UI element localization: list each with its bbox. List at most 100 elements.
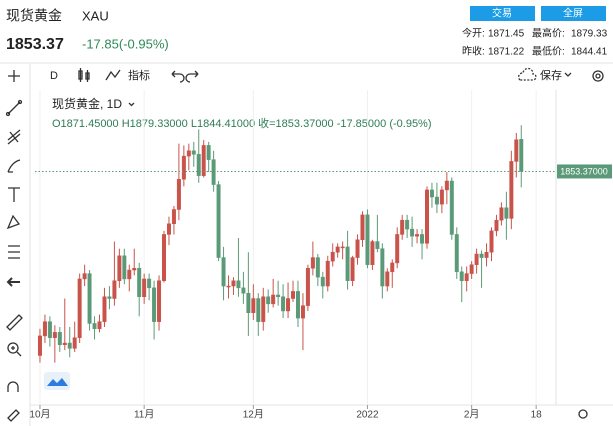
candle-body [77,278,82,338]
candle-body [360,214,365,241]
candle-body [410,228,415,237]
candle-body [47,321,52,338]
candle-body [266,296,271,305]
candle-body [37,335,42,356]
tools[interactable] [5,70,23,422]
trade-button[interactable] [470,6,535,21]
candle-body [514,139,519,162]
x-tick-label: 10月 [29,409,50,421]
candle-body [355,239,360,258]
candle-body [276,294,281,297]
symbol: XAU [82,8,109,23]
candle-body [425,189,429,244]
indicator[interactable]: 指标 [128,68,150,82]
candle-body [300,305,305,319]
candle-body [216,184,221,258]
last-price-label: 1853.37000 [560,166,608,176]
candle-body [261,296,266,322]
fullscreen-label[interactable]: 全屏 [563,7,583,20]
candle-body [291,291,296,299]
candle-body [365,214,370,265]
stat-label: 最高价: [532,27,565,40]
candle-body [57,332,62,346]
candle-body [122,255,127,280]
candle-body [380,248,385,287]
redo[interactable] [185,70,199,83]
candle-body [474,253,479,265]
candle-body [271,294,276,305]
x-tick-label: 2022 [356,410,379,421]
candle-body [191,150,196,155]
candle-body [162,234,166,281]
candle-body [206,145,211,160]
candle-body [112,280,117,299]
candle-body [286,298,291,312]
candle-body [434,196,439,205]
settings-core [595,73,601,79]
logo-bg[interactable] [44,372,70,390]
change: -17.85(-0.95%) [82,36,169,51]
candle-body [42,321,47,337]
trade-label[interactable]: 交易 [492,7,512,20]
candle-body [176,178,181,210]
axis-settings[interactable] [578,409,588,419]
candle-body [147,278,152,289]
x-tick-label: 2月 [464,409,480,421]
candle-body [171,209,176,224]
interval[interactable]: D [50,70,58,82]
candle-body [439,189,444,205]
candle-body [459,271,464,281]
candle-body [444,180,449,191]
stat-value: 1844.41 [571,47,608,58]
candle-body [251,298,256,314]
candle-body [226,285,231,288]
candle-body [157,280,162,322]
cloud-icon[interactable] [518,67,537,81]
candle-body [385,271,390,287]
fullscreen-button[interactable] [541,6,606,21]
save[interactable]: 保存 [540,68,562,82]
legend-ohlc: O1871.45000 H1879.33000 L1844.41000 收=18… [52,116,432,130]
candle-body [72,337,77,349]
price: 1853.37 [6,36,64,53]
candle-body [519,139,524,172]
x-tick-label: 12月 [243,409,264,421]
candle-body [132,268,137,271]
candle-body [196,154,201,176]
candle-body [504,207,509,219]
candle-body [186,150,191,157]
title: 现货黄金 [6,8,62,24]
candle-body [509,161,514,219]
settings[interactable] [592,70,604,82]
save-menu[interactable] [564,72,572,77]
candle-body [420,234,425,244]
candle-body [127,269,132,280]
undo[interactable] [171,70,185,83]
candle-body [102,296,107,322]
stat-label: 最低价: [532,45,565,58]
candle-body [400,219,405,235]
candle-body [107,296,112,299]
candle-body [330,251,335,262]
stat-label: 今开: [462,27,485,40]
legend-menu[interactable] [128,102,135,107]
candle-body [405,219,410,230]
candle-body [310,257,315,269]
candle-body [449,180,454,235]
candle-body [375,241,380,249]
stat-value: 1871.45 [488,29,525,40]
candle-body [256,298,261,322]
candle-body [221,257,226,287]
indicator-icon[interactable] [105,69,121,81]
candle-body [335,246,340,253]
candle-body [395,234,400,264]
logo[interactable] [47,378,68,386]
candle-body [489,230,494,253]
candle-body [87,273,92,324]
candle-body [340,246,345,249]
candle-body [479,253,484,258]
candle-icon[interactable] [78,68,90,82]
candle-body [211,159,216,185]
